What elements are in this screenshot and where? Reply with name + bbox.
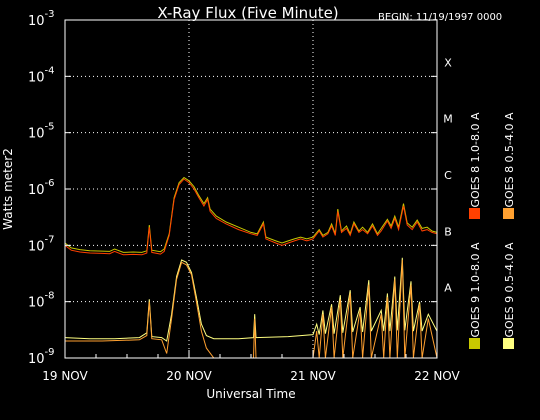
- series-layer: [64, 176, 438, 359]
- y-tick-label: 10-8: [28, 291, 55, 311]
- series-line-3: [64, 176, 438, 253]
- flare-class-label: M: [443, 113, 453, 126]
- legend-swatch: [503, 338, 514, 349]
- legend-label: GOES 8 1.0-8.0 A: [469, 112, 482, 208]
- y-axis-label: Watts meter2: [1, 148, 15, 230]
- y-tick-label: 10-9: [28, 347, 55, 367]
- x-axis-label: Universal Time: [206, 387, 295, 401]
- series-line-1: [64, 178, 438, 256]
- legend-label: GOES 8 0.5-4.0 A: [503, 112, 516, 208]
- y-tick-label: 10-5: [28, 122, 55, 142]
- series-line-2: [65, 259, 438, 359]
- legend-swatch: [469, 208, 480, 219]
- y-tick-label: 10-3: [28, 9, 55, 29]
- series-line-4: [64, 257, 438, 342]
- flare-class-label: B: [444, 225, 452, 238]
- y-tick-label: 10-6: [28, 178, 55, 198]
- legend-swatch: [469, 338, 480, 349]
- legend-label: GOES 9 0.5-4.0 A: [503, 242, 516, 338]
- begin-date-label: BEGIN: 11/19/1997 0000: [378, 12, 502, 23]
- flare-class-label: A: [444, 282, 452, 295]
- grid-lines: [65, 20, 437, 358]
- y-tick-label: 10-7: [28, 234, 55, 254]
- axis-labels: X M C B A 10-9 10-8 10-7 10-6 10-5 10-4 10-3 19 NOV 2…: [28, 9, 461, 383]
- chart-title: X-Ray Flux (Five Minute): [157, 4, 338, 22]
- flare-class-label: X: [444, 56, 452, 69]
- legend: GOES 8 1.0-8.0 A GOES 8 0.5-4.0 A GOES 9 1…: [469, 112, 516, 349]
- x-tick-label: 21 NOV: [290, 369, 336, 383]
- x-tick-label: 19 NOV: [42, 369, 88, 383]
- y-tick-label: 10-4: [28, 65, 55, 85]
- x-tick-label: 22 NOV: [414, 369, 460, 383]
- flare-class-label: C: [444, 169, 452, 182]
- legend-swatch: [503, 208, 514, 219]
- legend-label: GOES 9 1.0-8.0 A: [469, 242, 482, 338]
- x-tick-label: 20 NOV: [166, 369, 212, 383]
